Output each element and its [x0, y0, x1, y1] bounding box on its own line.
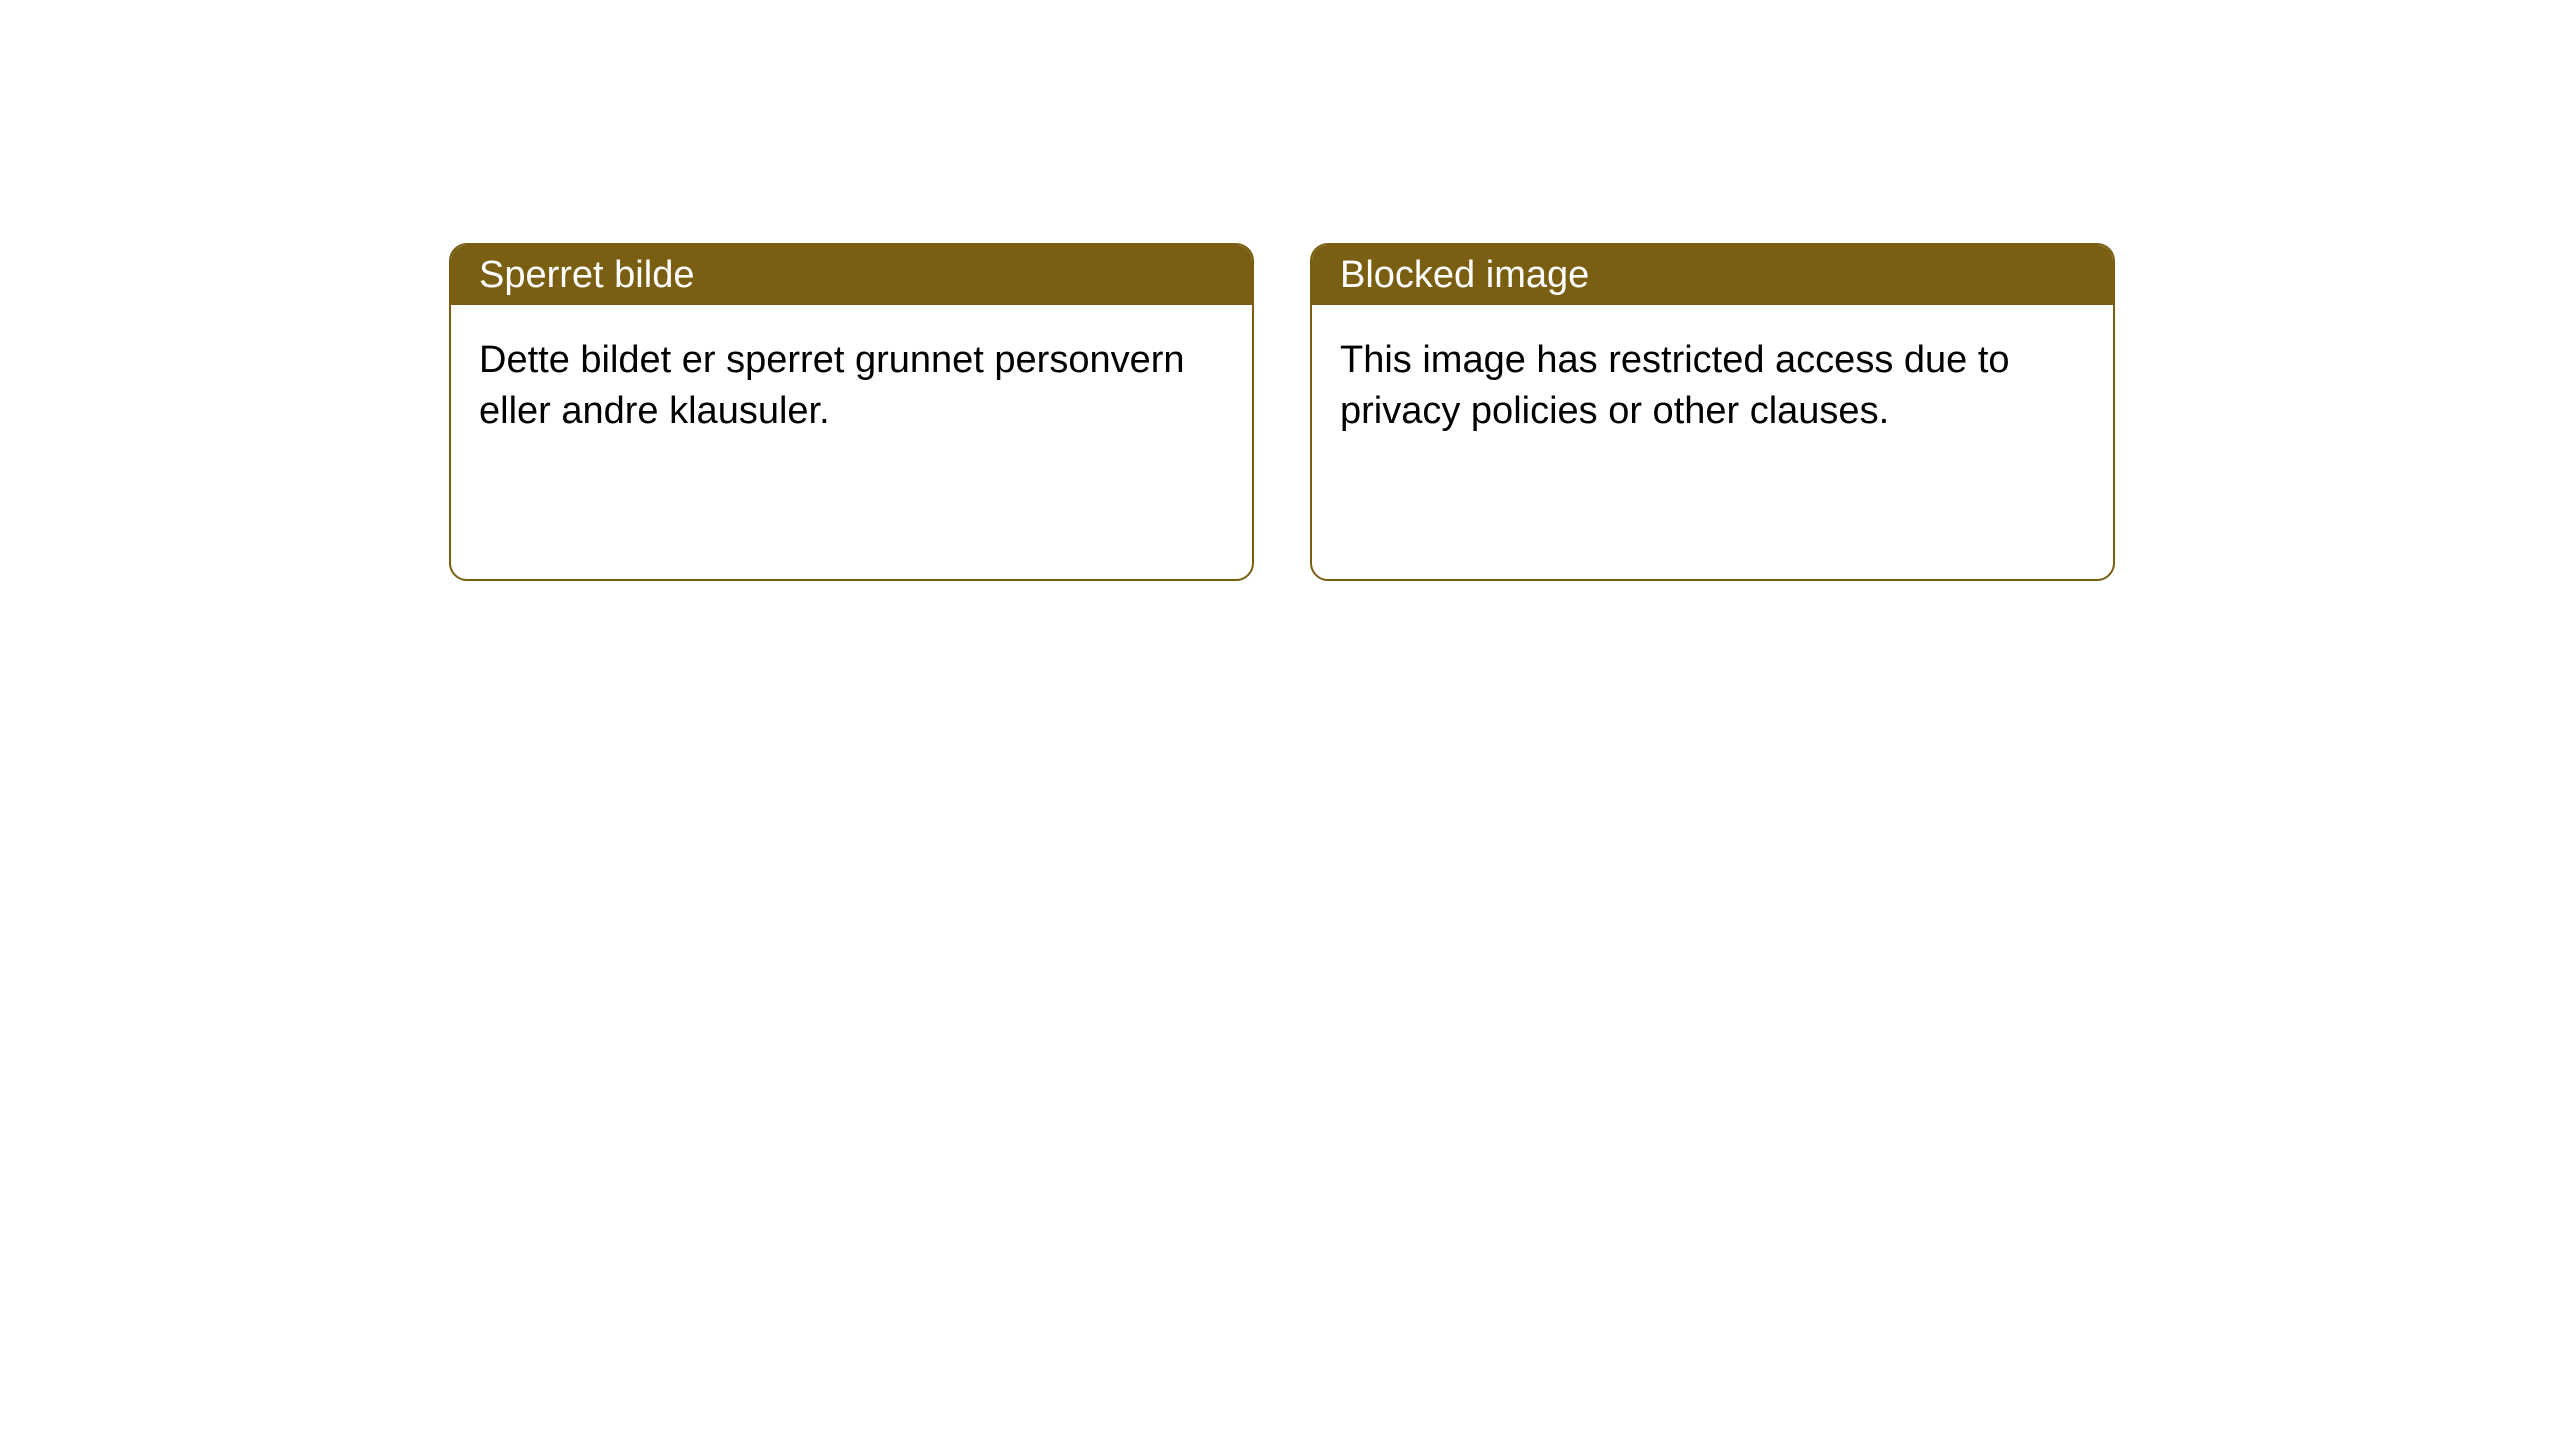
notice-container: Sperret bilde Dette bildet er sperret gr… [0, 0, 2560, 581]
notice-box-english: Blocked image This image has restricted … [1310, 243, 2115, 581]
notice-body: Dette bildet er sperret grunnet personve… [451, 305, 1252, 468]
notice-title: Sperret bilde [479, 254, 694, 297]
notice-box-norwegian: Sperret bilde Dette bildet er sperret gr… [449, 243, 1254, 581]
notice-title: Blocked image [1340, 254, 1589, 297]
notice-body-text: This image has restricted access due to … [1340, 339, 2010, 432]
notice-header: Blocked image [1312, 245, 2113, 305]
notice-body: This image has restricted access due to … [1312, 305, 2113, 468]
notice-header: Sperret bilde [451, 245, 1252, 305]
notice-body-text: Dette bildet er sperret grunnet personve… [479, 339, 1185, 432]
